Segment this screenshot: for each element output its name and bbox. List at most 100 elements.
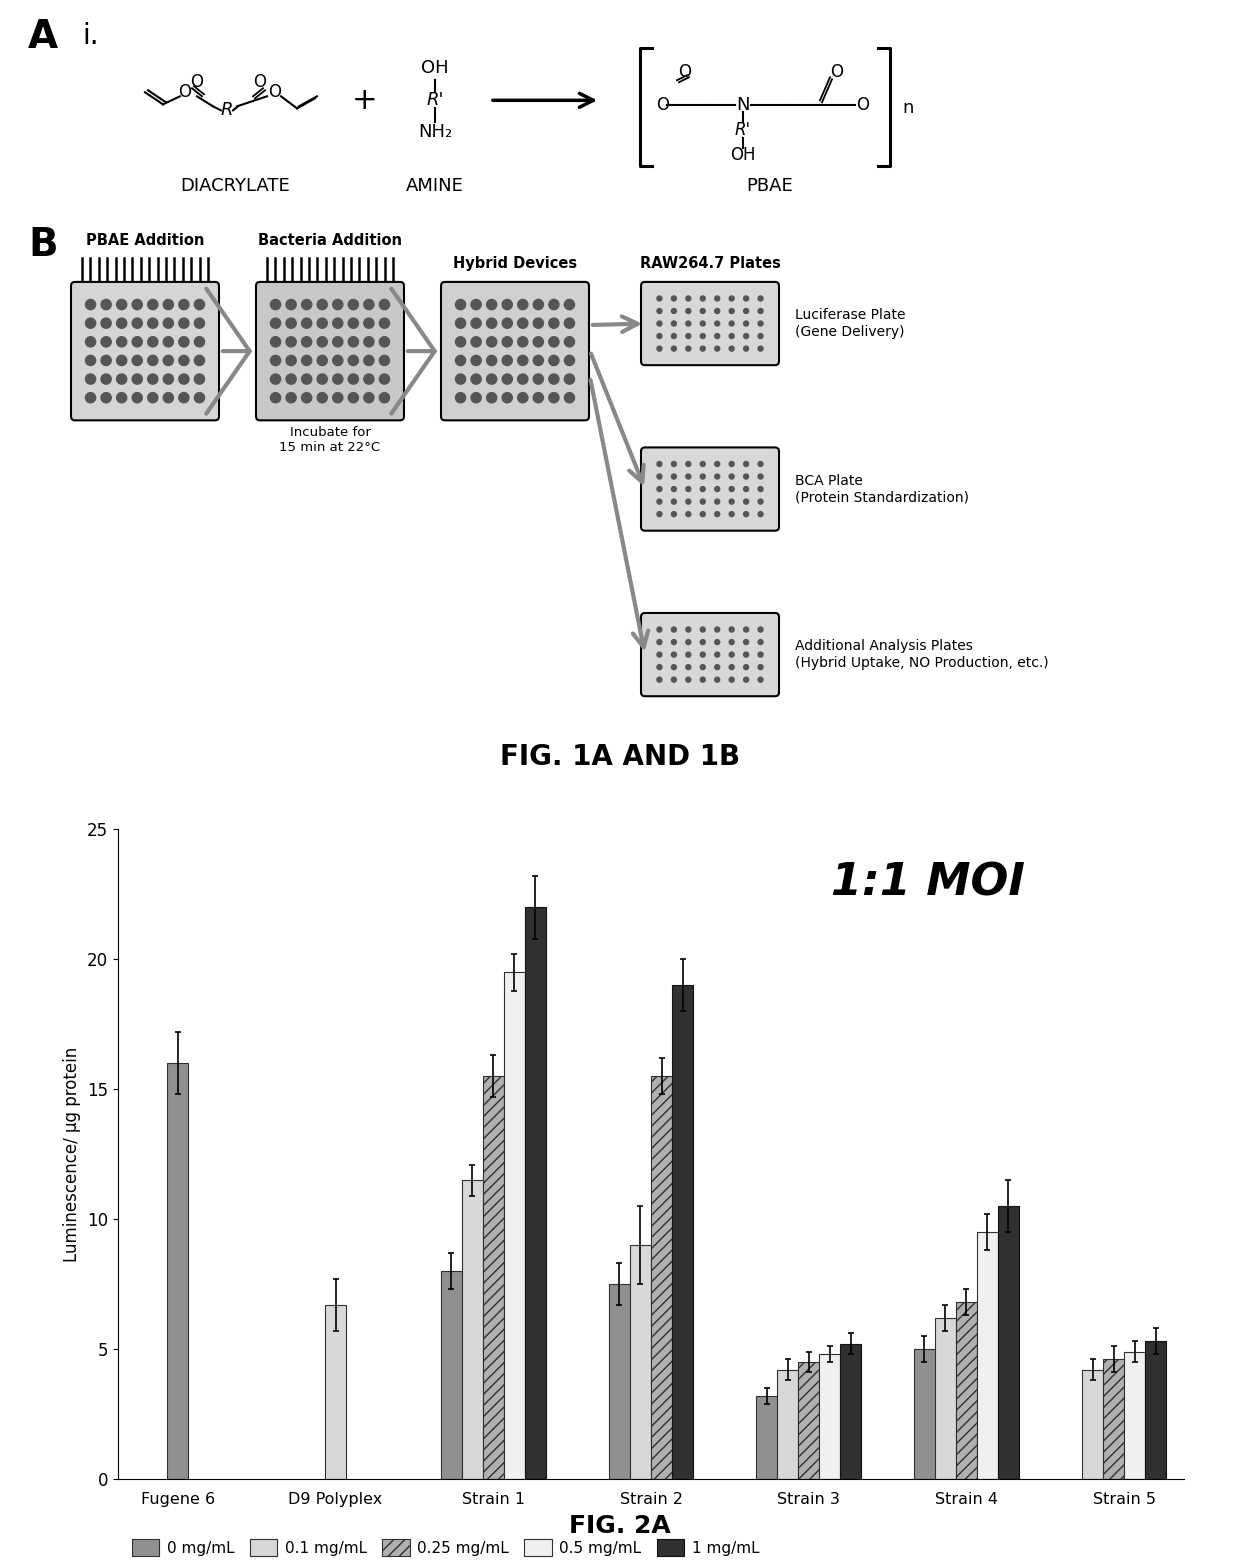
Text: OH: OH	[422, 59, 449, 77]
Circle shape	[348, 393, 358, 402]
Circle shape	[363, 374, 374, 383]
FancyBboxPatch shape	[641, 282, 779, 365]
Bar	[914, 1349, 935, 1479]
Circle shape	[502, 299, 512, 310]
Circle shape	[671, 628, 676, 632]
Circle shape	[671, 678, 676, 682]
Circle shape	[758, 628, 763, 632]
Circle shape	[744, 640, 749, 645]
Circle shape	[744, 462, 749, 466]
Circle shape	[701, 321, 706, 326]
Circle shape	[686, 665, 691, 670]
Circle shape	[133, 393, 143, 402]
Circle shape	[363, 355, 374, 366]
Circle shape	[701, 640, 706, 645]
Circle shape	[286, 393, 296, 402]
Circle shape	[348, 299, 358, 310]
Circle shape	[564, 374, 574, 383]
Circle shape	[686, 296, 691, 300]
Circle shape	[758, 665, 763, 670]
Circle shape	[744, 512, 749, 516]
Circle shape	[714, 296, 719, 300]
Circle shape	[332, 299, 342, 310]
Circle shape	[379, 336, 389, 347]
Bar	[503, 972, 525, 1479]
Circle shape	[729, 628, 734, 632]
Circle shape	[549, 336, 559, 347]
Bar	[777, 1369, 799, 1479]
Bar	[1104, 1360, 1125, 1479]
Text: RAW264.7 Plates: RAW264.7 Plates	[640, 255, 780, 271]
Circle shape	[86, 318, 95, 329]
Circle shape	[455, 393, 466, 402]
Circle shape	[671, 346, 676, 351]
Circle shape	[686, 499, 691, 504]
Circle shape	[100, 299, 112, 310]
Text: O: O	[857, 97, 869, 114]
Circle shape	[701, 665, 706, 670]
Circle shape	[363, 299, 374, 310]
Bar	[167, 1063, 188, 1479]
Circle shape	[455, 299, 466, 310]
Circle shape	[100, 355, 112, 366]
Circle shape	[714, 346, 719, 351]
Circle shape	[657, 333, 662, 338]
Circle shape	[729, 346, 734, 351]
Circle shape	[148, 299, 157, 310]
Bar	[820, 1354, 841, 1479]
Circle shape	[332, 355, 342, 366]
Circle shape	[758, 474, 763, 479]
Circle shape	[148, 318, 157, 329]
Circle shape	[564, 336, 574, 347]
Circle shape	[179, 336, 188, 347]
Circle shape	[164, 355, 174, 366]
Circle shape	[671, 321, 676, 326]
Circle shape	[657, 653, 662, 657]
Circle shape	[502, 393, 512, 402]
Circle shape	[270, 299, 280, 310]
Circle shape	[332, 393, 342, 402]
Circle shape	[363, 393, 374, 402]
Circle shape	[671, 308, 676, 313]
Circle shape	[301, 336, 311, 347]
Bar	[756, 1396, 777, 1479]
Circle shape	[714, 321, 719, 326]
Circle shape	[455, 355, 466, 366]
Text: R': R'	[427, 91, 444, 110]
Circle shape	[701, 512, 706, 516]
Circle shape	[729, 665, 734, 670]
Y-axis label: Luminescence/ μg protein: Luminescence/ μg protein	[63, 1047, 82, 1261]
Bar	[630, 1246, 651, 1479]
Circle shape	[117, 336, 126, 347]
Circle shape	[686, 308, 691, 313]
Circle shape	[714, 665, 719, 670]
Circle shape	[164, 336, 174, 347]
Text: O: O	[269, 83, 281, 102]
Circle shape	[379, 299, 389, 310]
Text: AMINE: AMINE	[405, 177, 464, 194]
Circle shape	[471, 374, 481, 383]
Circle shape	[164, 318, 174, 329]
Circle shape	[270, 393, 280, 402]
Circle shape	[179, 355, 188, 366]
Circle shape	[348, 318, 358, 329]
Circle shape	[671, 640, 676, 645]
Circle shape	[379, 393, 389, 402]
Circle shape	[744, 499, 749, 504]
Circle shape	[86, 299, 95, 310]
Text: R: R	[221, 102, 233, 119]
Text: Additional Analysis Plates
(Hybrid Uptake, NO Production, etc.): Additional Analysis Plates (Hybrid Uptak…	[795, 640, 1049, 670]
Text: O: O	[253, 74, 267, 91]
Circle shape	[363, 336, 374, 347]
Circle shape	[758, 512, 763, 516]
Circle shape	[317, 374, 327, 383]
Circle shape	[657, 678, 662, 682]
FancyBboxPatch shape	[71, 282, 219, 421]
Circle shape	[744, 308, 749, 313]
Circle shape	[729, 487, 734, 491]
Circle shape	[729, 499, 734, 504]
Circle shape	[133, 318, 143, 329]
Circle shape	[686, 474, 691, 479]
Circle shape	[714, 512, 719, 516]
Circle shape	[744, 321, 749, 326]
